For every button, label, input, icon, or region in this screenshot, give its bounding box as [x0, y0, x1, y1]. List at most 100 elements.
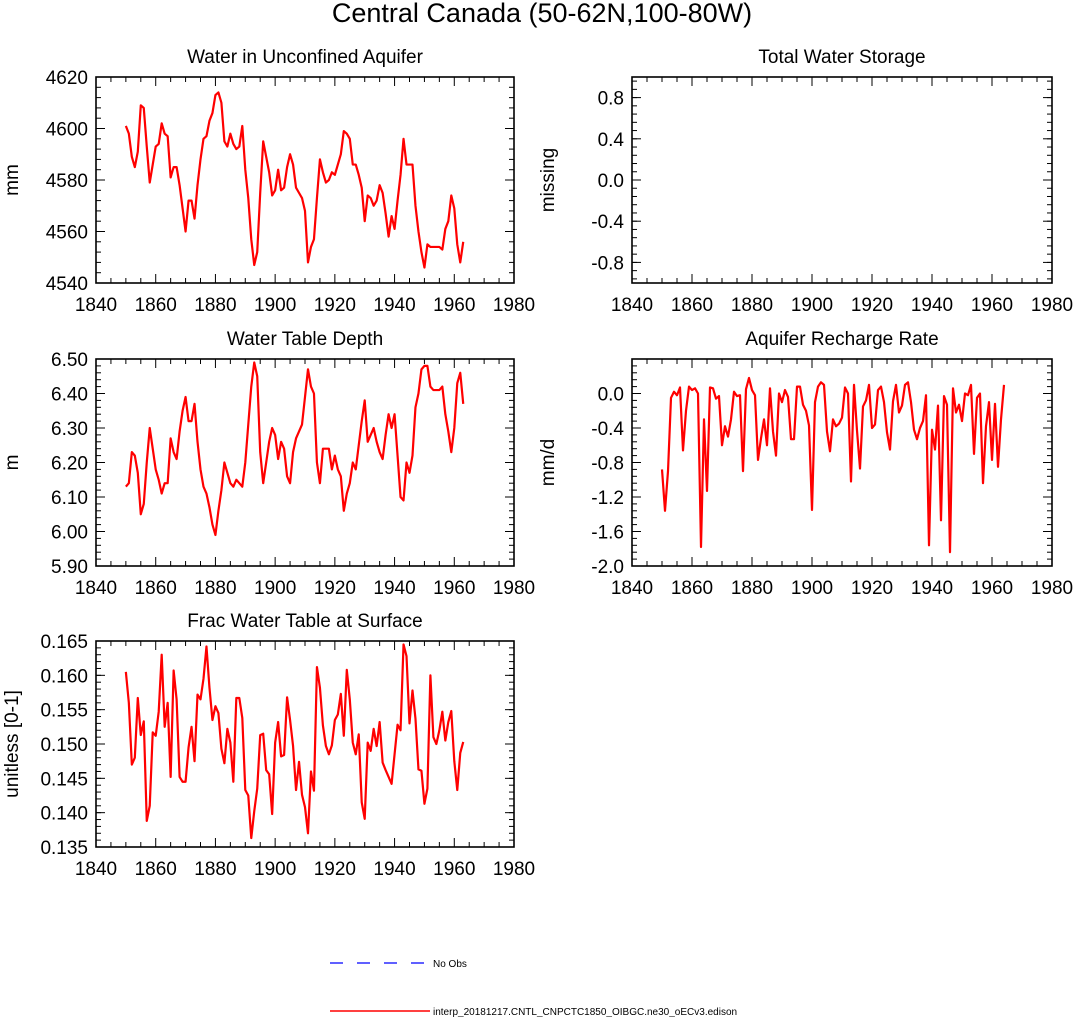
panel-storage-ylabel: missing [538, 148, 559, 212]
x-tick-label: 1960 [433, 578, 475, 599]
y-tick-label: 4580 [46, 171, 88, 192]
legend: No Obs interp_20181217.CNTL_CNPCTC1850_O… [330, 959, 737, 1017]
panel-storage-title: Total Water Storage [758, 47, 925, 68]
x-tick-label: 1900 [254, 295, 296, 316]
y-tick-label: 0.0 [598, 171, 624, 192]
panel-aquifer-ticks: 1840 1860 1880 1900 1920 1940 1960 1980 4540 4560… [46, 68, 535, 316]
x-tick-label: 1880 [731, 295, 773, 316]
panel-storage-ticks: 1840 1860 1880 1900 1920 1940 1960 1980 -0.8 -0.4… [591, 77, 1073, 316]
y-tick-label: 0.155 [40, 701, 88, 722]
x-tick-label: 1860 [135, 859, 177, 880]
y-tick-label: 6.30 [51, 419, 88, 440]
y-tick-label: 4560 [46, 223, 88, 244]
legend-label-model: interp_20181217.CNTL_CNPCTC1850_OIBGC.ne… [433, 1007, 737, 1017]
x-tick-label: 1960 [971, 295, 1013, 316]
x-tick-label: 1880 [731, 578, 773, 599]
y-tick-label: 0.4 [598, 130, 625, 151]
y-tick-label: 0.140 [40, 804, 88, 825]
x-tick-label: 1940 [373, 578, 415, 599]
x-tick-label: 1860 [135, 578, 177, 599]
y-tick-label: 4540 [46, 274, 88, 295]
panel-frac: Frac Water Table at Surface unitless [0-1… [2, 611, 535, 880]
x-tick-label: 1880 [194, 859, 236, 880]
y-tick-label: 0.8 [598, 89, 624, 110]
y-tick-label: 0.150 [40, 735, 88, 756]
x-tick-label: 1880 [194, 295, 236, 316]
x-tick-label: 1960 [433, 859, 475, 880]
y-tick-label: 4620 [46, 68, 88, 89]
panel-wtd-ticks: 1840 1860 1880 1900 1920 1940 1960 1980 5.90 6.00… [51, 350, 535, 599]
y-tick-label: 0.160 [40, 666, 88, 687]
x-tick-label: 1880 [194, 578, 236, 599]
y-tick-label: 6.50 [51, 350, 88, 371]
panel-aquifer: Water in Unconfined Aquifer mm 1840 1860 188… [2, 47, 535, 316]
y-tick-label: 5.90 [51, 557, 88, 578]
x-tick-label: 1900 [791, 295, 833, 316]
x-tick-label: 1900 [254, 578, 296, 599]
panel-recharge-ticks: 1840 1860 1880 1900 1920 1940 1960 1980 -2.0 -1.6… [591, 358, 1073, 599]
y-tick-label: 4600 [46, 120, 88, 141]
x-tick-label: 1980 [493, 859, 535, 880]
x-tick-label: 1840 [75, 859, 117, 880]
panel-frac-title: Frac Water Table at Surface [187, 611, 423, 632]
x-tick-label: 1840 [75, 295, 117, 316]
panel-frac-ylabel: unitless [0-1] [2, 690, 23, 798]
x-tick-label: 1920 [314, 295, 356, 316]
panel-aquifer-frame [95, 76, 515, 284]
figure-title: Central Canada (50-62N,100-80W) [332, 0, 752, 28]
x-tick-label: 1940 [911, 578, 953, 599]
y-tick-label: -2.0 [591, 557, 624, 578]
x-tick-label: 1840 [75, 578, 117, 599]
x-tick-label: 1920 [851, 578, 893, 599]
x-tick-label: 1960 [433, 295, 475, 316]
y-tick-label: -0.4 [591, 212, 624, 233]
y-tick-label: 6.40 [51, 385, 88, 406]
legend-label-no-obs: No Obs [433, 959, 467, 970]
y-tick-label: 0.0 [598, 385, 624, 406]
x-tick-label: 1980 [493, 295, 535, 316]
x-tick-label: 1860 [671, 578, 713, 599]
x-tick-label: 1940 [373, 295, 415, 316]
y-tick-label: 0.135 [40, 838, 88, 859]
legend-item-model: interp_20181217.CNTL_CNPCTC1850_OIBGC.ne… [330, 1007, 737, 1017]
y-tick-label: 6.20 [51, 454, 88, 475]
x-tick-label: 1960 [971, 578, 1013, 599]
x-tick-label: 1920 [851, 295, 893, 316]
x-tick-label: 1920 [314, 578, 356, 599]
panel-aquifer-title: Water in Unconfined Aquifer [187, 47, 424, 68]
panel-frac-series-line [124, 643, 465, 840]
y-tick-label: -1.2 [591, 488, 624, 509]
x-tick-label: 1920 [314, 859, 356, 880]
x-tick-label: 1900 [254, 859, 296, 880]
y-tick-label: -0.4 [591, 419, 624, 440]
panel-wtd-title: Water Table Depth [227, 329, 383, 350]
panel-recharge-series-line [660, 376, 1006, 554]
y-tick-label: -0.8 [591, 253, 624, 274]
panel-aquifer-series-line [124, 91, 465, 269]
x-tick-label: 1900 [791, 578, 833, 599]
y-tick-label: 0.165 [40, 632, 88, 653]
x-tick-label: 1840 [611, 295, 653, 316]
y-tick-label: -1.6 [591, 523, 624, 544]
y-tick-label: 0.145 [40, 769, 88, 790]
panel-recharge: Aquifer Recharge Rate mm/d 1840 1860 1880 190… [538, 329, 1073, 599]
panel-frac-ticks: 1840 1860 1880 1900 1920 1940 1960 1980 0.135 0.1… [40, 632, 535, 880]
panel-recharge-title: Aquifer Recharge Rate [745, 329, 938, 350]
x-tick-label: 1860 [135, 295, 177, 316]
chart-panels: Water in Unconfined Aquifer mm 1840 1860 188… [2, 47, 1073, 880]
panel-storage-frame [631, 76, 1053, 284]
x-tick-label: 1980 [493, 578, 535, 599]
panel-recharge-ylabel: mm/d [538, 439, 559, 487]
x-tick-label: 1940 [373, 859, 415, 880]
panel-wtd-series-line [125, 361, 465, 537]
panel-storage: Total Water Storage missing 1840 1860 1880 19… [538, 47, 1073, 316]
x-tick-label: 1940 [911, 295, 953, 316]
panel-wtd: Water Table Depth m 1840 1860 1880 1900 1920 19… [2, 329, 535, 599]
legend-item-no-obs: No Obs [330, 959, 467, 970]
y-tick-label: 6.10 [51, 488, 88, 509]
x-tick-label: 1980 [1031, 295, 1073, 316]
x-tick-label: 1840 [611, 578, 653, 599]
panel-aquifer-ylabel: mm [2, 164, 23, 196]
x-tick-label: 1980 [1031, 578, 1073, 599]
